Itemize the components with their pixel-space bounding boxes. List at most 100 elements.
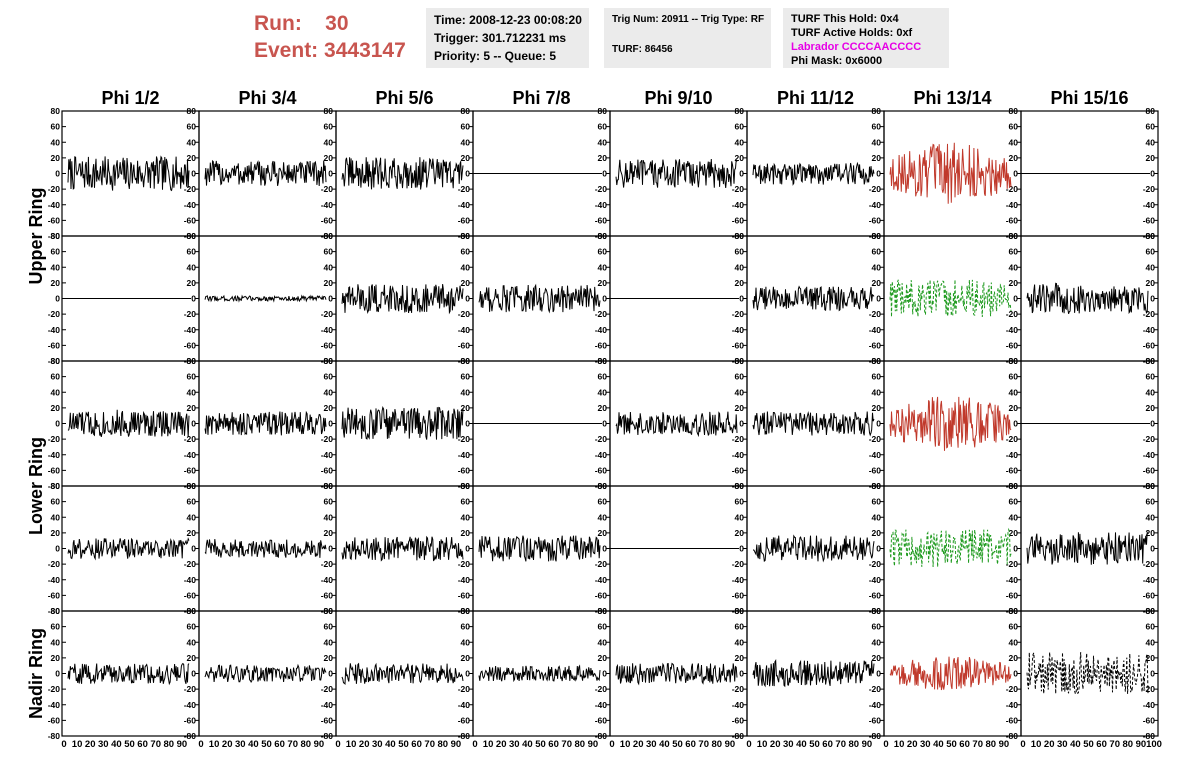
x-tick-label: 40 (248, 739, 259, 750)
y-tick-label: 20 (324, 653, 334, 663)
y-tick-label: -20 (869, 559, 882, 569)
y-tick-label: -20 (732, 559, 745, 569)
y-tick-label: -20 (1143, 559, 1156, 569)
y-tick-label: 0 (876, 544, 881, 554)
x-tick-label: 30 (509, 739, 520, 750)
y-tick-label: 80 (461, 356, 471, 366)
y-tick-label: -40 (1143, 450, 1156, 460)
y-tick-label: -20 (1006, 184, 1019, 194)
y-tick-label: 0 (1013, 169, 1018, 179)
y-tick-label: 20 (735, 653, 745, 663)
y-tick-label: -60 (184, 715, 197, 725)
y-tick-label: 60 (187, 497, 197, 507)
x-tick-label: 10 (894, 739, 905, 750)
y-tick-label: -20 (458, 184, 471, 194)
y-tick-label: -20 (48, 434, 61, 444)
y-tick-label: 20 (872, 653, 882, 663)
y-tick-label: 20 (187, 278, 197, 288)
y-tick-label: 60 (461, 372, 471, 382)
x-tick-label: 60 (822, 739, 833, 750)
y-tick-label: 40 (51, 137, 61, 147)
y-tick-label: -40 (1006, 575, 1019, 585)
x-tick-label: 80 (986, 739, 997, 750)
y-tick-label: 20 (598, 153, 608, 163)
y-tick-label: -40 (321, 450, 334, 460)
y-tick-label: -20 (184, 309, 197, 319)
y-tick-label: 0 (1150, 294, 1155, 304)
y-tick-label: 20 (324, 278, 334, 288)
y-tick-label: 0 (55, 294, 60, 304)
y-tick-label: 20 (51, 403, 61, 413)
y-tick-label: 60 (187, 122, 197, 132)
x-tick-label: 20 (770, 739, 781, 750)
y-tick-label: 40 (872, 387, 882, 397)
turf-text: TURF: 86456 (612, 44, 673, 55)
y-tick-label: -40 (1006, 200, 1019, 210)
waveform-trace (478, 535, 601, 562)
y-tick-label: -20 (321, 559, 334, 569)
y-tick-label: -20 (732, 309, 745, 319)
waveform-trace (67, 155, 190, 192)
x-tick-label: 90 (177, 739, 188, 750)
y-tick-label: 80 (1146, 481, 1156, 491)
y-tick-label: 80 (872, 606, 882, 616)
y-tick-label: 40 (872, 137, 882, 147)
y-tick-label: -60 (1143, 590, 1156, 600)
y-tick-label: 80 (872, 231, 882, 241)
x-tick-label: 70 (287, 739, 298, 750)
y-tick-label: -40 (48, 325, 61, 335)
y-tick-label: 40 (324, 137, 334, 147)
y-tick-label: -80 (48, 606, 61, 616)
y-tick-label: 20 (324, 153, 334, 163)
y-tick-label: 40 (1009, 262, 1019, 272)
waveform-trace (752, 411, 875, 437)
y-tick-label: -20 (184, 434, 197, 444)
y-tick-label: 60 (1009, 622, 1019, 632)
y-tick-label: -80 (458, 731, 471, 741)
y-tick-label: 0 (1013, 294, 1018, 304)
y-tick-label: -60 (869, 715, 882, 725)
row-group-label: Lower Ring (26, 437, 46, 535)
row-group-label: Upper Ring (26, 188, 46, 285)
y-tick-label: 80 (461, 481, 471, 491)
y-tick-label: -60 (869, 340, 882, 350)
y-tick-label: -60 (48, 715, 61, 725)
y-tick-label: -60 (1006, 465, 1019, 475)
y-tick-label: 60 (324, 247, 334, 257)
x-tick-label: 40 (385, 739, 396, 750)
x-tick-label: 90 (999, 739, 1010, 750)
x-tick-label: 40 (1070, 739, 1081, 750)
run-event-header: Run: 30 Event: 3443147 (254, 10, 406, 64)
x-tick-label: 0 (335, 739, 340, 750)
waveform-trace (341, 157, 464, 190)
y-tick-label: 80 (324, 481, 334, 491)
y-tick-label: 40 (872, 637, 882, 647)
x-tick-label: 50 (535, 739, 546, 750)
y-tick-label: -20 (458, 559, 471, 569)
y-tick-label: 40 (187, 512, 197, 522)
y-tick-label: 0 (328, 669, 333, 679)
y-tick-label: 20 (1009, 153, 1019, 163)
waveform-trace (204, 663, 327, 684)
y-tick-label: 60 (324, 122, 334, 132)
y-tick-label: 80 (1146, 356, 1156, 366)
y-tick-label: -60 (458, 215, 471, 225)
y-tick-label: -20 (732, 684, 745, 694)
y-tick-label: 0 (876, 419, 881, 429)
y-tick-label: 60 (187, 247, 197, 257)
y-tick-label: 0 (602, 669, 607, 679)
waveform-trace (1026, 282, 1149, 315)
y-tick-label: -80 (48, 231, 61, 241)
y-tick-label: -60 (732, 590, 745, 600)
y-tick-label: -40 (1006, 325, 1019, 335)
waveform-trace (752, 658, 875, 688)
y-tick-label: 0 (465, 669, 470, 679)
column-title: Phi 3/4 (238, 88, 296, 108)
y-tick-label: 60 (598, 247, 608, 257)
y-tick-label: -20 (732, 434, 745, 444)
x-tick-label: 0 (198, 739, 203, 750)
y-tick-label: -40 (321, 325, 334, 335)
y-tick-label: 40 (1146, 512, 1156, 522)
y-tick-label: 20 (187, 153, 197, 163)
x-tick-label: 0 (609, 739, 614, 750)
